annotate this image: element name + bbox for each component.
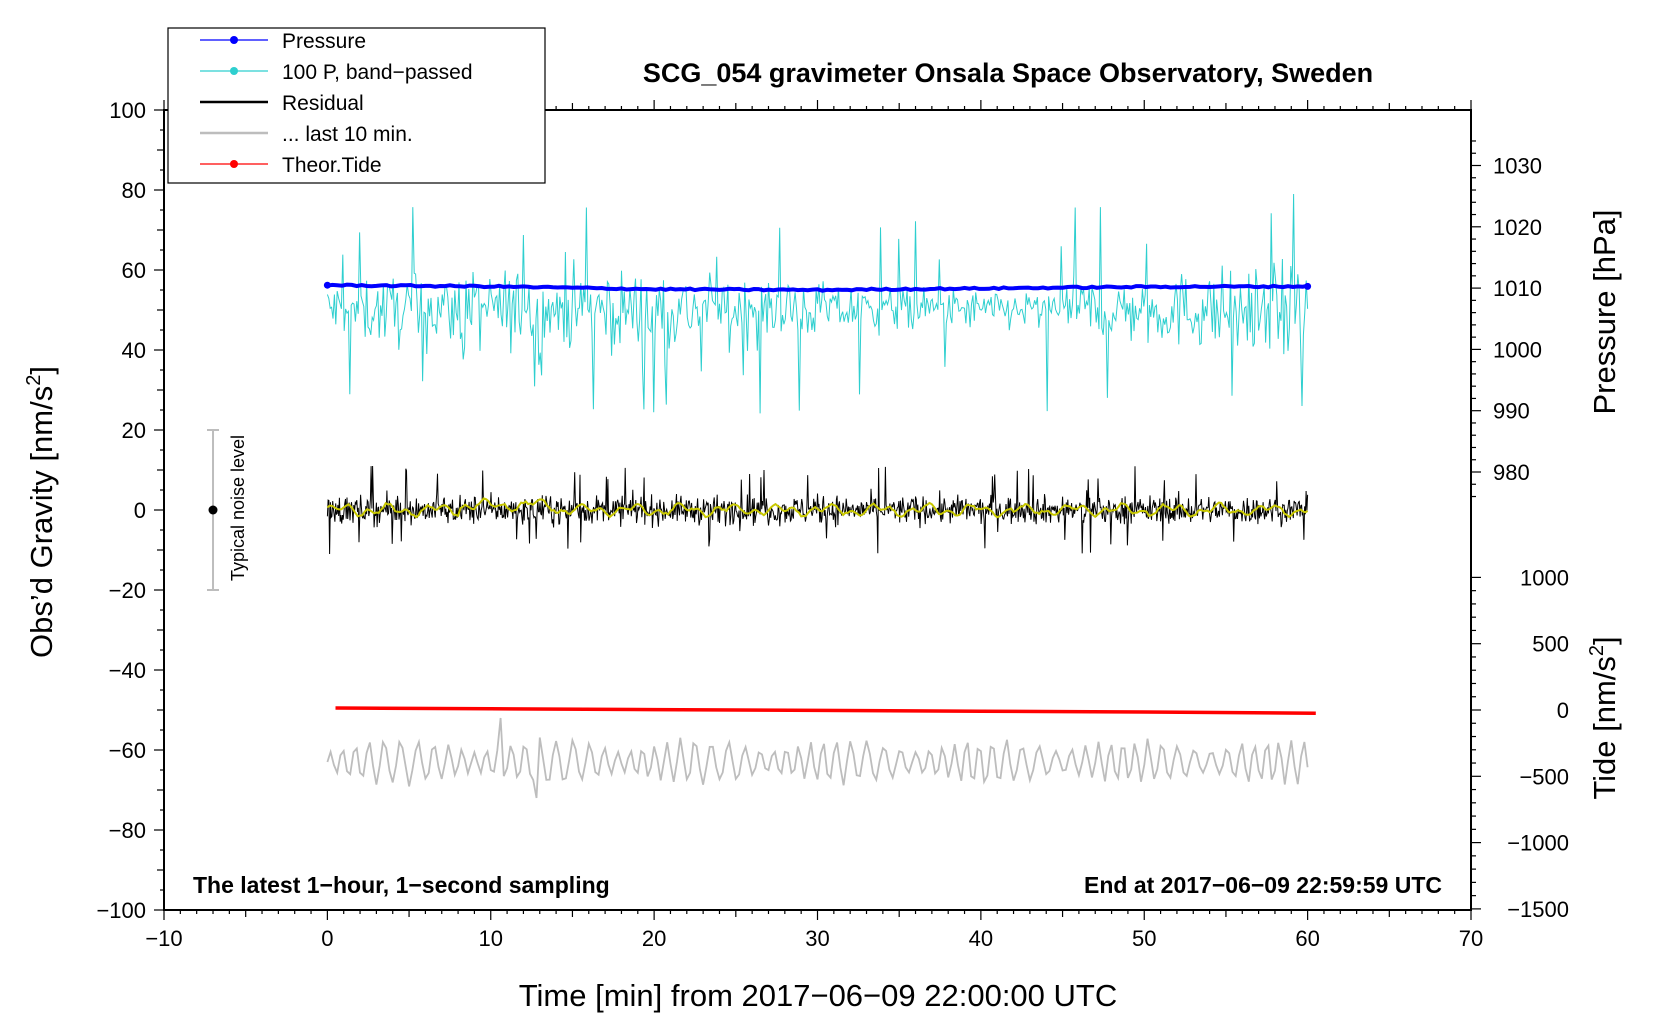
y-axis-title-left: Obs’d Gravity [nm/s2]: [23, 366, 59, 658]
pressure-tick-label: 990: [1493, 399, 1530, 424]
tide-line: [335, 706, 1316, 715]
series-residual: [326, 465, 1309, 555]
y-tick-label-left: −20: [109, 578, 146, 603]
bandpassed-line: [326, 193, 1309, 414]
series-pressure: [323, 281, 1312, 293]
pressure-end-point: [1304, 282, 1312, 290]
x-tick-label: −10: [145, 926, 182, 951]
y-axis-title-pressure: Pressure [hPa]: [1587, 209, 1622, 414]
pressure-tick-label: 1020: [1493, 215, 1542, 240]
y-tick-label-left: −80: [109, 818, 146, 843]
legend-label: Residual: [282, 92, 364, 115]
annotation-end-time: End at 2017−06−09 22:59:59 UTC: [1084, 872, 1442, 898]
legend-box: [167, 27, 546, 184]
y-tick-label-left: 20: [122, 418, 146, 443]
x-tick-label: 60: [1295, 926, 1319, 951]
y-tick-label-left: −60: [109, 738, 146, 763]
axis-tick-labels: −10 0 10 20 30 40 50 60 70−100−80−60−40−20020406…: [96, 98, 1569, 951]
y-axis-title-tide: Tide [nm/s2]: [1586, 636, 1622, 799]
pressure-tick-label: 980: [1493, 460, 1530, 485]
y-axis-title-left-sup: 2: [23, 375, 45, 386]
y-axis-title-tide-sup: 2: [1586, 645, 1608, 656]
tide-tick-label: −1000: [1507, 831, 1569, 856]
pressure-start-point: [323, 281, 331, 289]
y-tick-label-left: 100: [109, 98, 146, 123]
y-tick-label-left: 0: [134, 498, 146, 523]
pressure-line: [327, 282, 1308, 293]
series-last-10-min: [326, 717, 1309, 799]
x-tick-label: 0: [321, 926, 333, 951]
x-tick-label: 70: [1459, 926, 1483, 951]
y-tick-label-left: −100: [96, 898, 146, 923]
y-axis-title-left-close: ]: [24, 366, 59, 375]
legend-marker: [230, 160, 238, 168]
tide-tick-label: −1500: [1507, 897, 1569, 922]
chart-title: SCG_054 gravimeter Onsala Space Observat…: [643, 58, 1373, 88]
residual-smoothed-line: [326, 497, 1309, 519]
noise-level-label: Typical noise level: [228, 435, 248, 581]
x-tick-label: 40: [969, 926, 993, 951]
x-tick-label: 10: [479, 926, 503, 951]
axis-ticks: [154, 100, 1481, 920]
legend: Pressure 100 P, band−passed Residual ... la…: [167, 27, 546, 184]
tide-tick-label: 500: [1532, 632, 1569, 657]
last-10-min-line: [326, 717, 1309, 799]
y-axis-title-left-main: Obs’d Gravity [nm/s: [24, 386, 59, 658]
noise-level-bar: [207, 429, 220, 591]
residual-line: [326, 465, 1309, 555]
series-bandpassed-pressure: [326, 193, 1309, 414]
legend-label: Theor.Tide: [282, 154, 382, 177]
y-tick-label-left: 60: [122, 258, 146, 283]
y-tick-label-left: 80: [122, 178, 146, 203]
legend-marker: [230, 67, 238, 75]
x-tick-label: 30: [805, 926, 829, 951]
pressure-tick-label: 1010: [1493, 276, 1542, 301]
legend-entries: Pressure 100 P, band−passed Residual ... la…: [200, 30, 473, 177]
annotation-sampling: The latest 1−hour, 1−second sampling: [193, 872, 610, 898]
y-tick-label-left: 40: [122, 338, 146, 363]
legend-label: ... last 10 min.: [282, 123, 413, 146]
legend-label: 100 P, band−passed: [282, 61, 473, 84]
tide-tick-label: 1000: [1520, 565, 1569, 590]
pressure-tick-label: 1030: [1493, 154, 1542, 179]
tide-tick-label: −500: [1519, 764, 1569, 789]
series-theor-tide: [335, 706, 1316, 715]
x-axis-title: Time [min] from 2017−06−09 22:00:00 UTC: [519, 978, 1118, 1013]
legend-marker: [230, 36, 238, 44]
x-tick-label: 20: [642, 926, 666, 951]
legend-label: Pressure: [282, 30, 366, 53]
pressure-tick-label: 1000: [1493, 337, 1542, 362]
tide-tick-label: 0: [1557, 698, 1569, 723]
y-axis-title-tide-close: ]: [1587, 636, 1622, 645]
y-tick-label-left: −40: [109, 658, 146, 683]
y-axis-title-tide-main: Tide [nm/s: [1587, 656, 1622, 800]
series-residual-smoothed: [326, 497, 1309, 519]
noise-bar-center: [208, 505, 218, 515]
x-tick-label: 50: [1132, 926, 1156, 951]
